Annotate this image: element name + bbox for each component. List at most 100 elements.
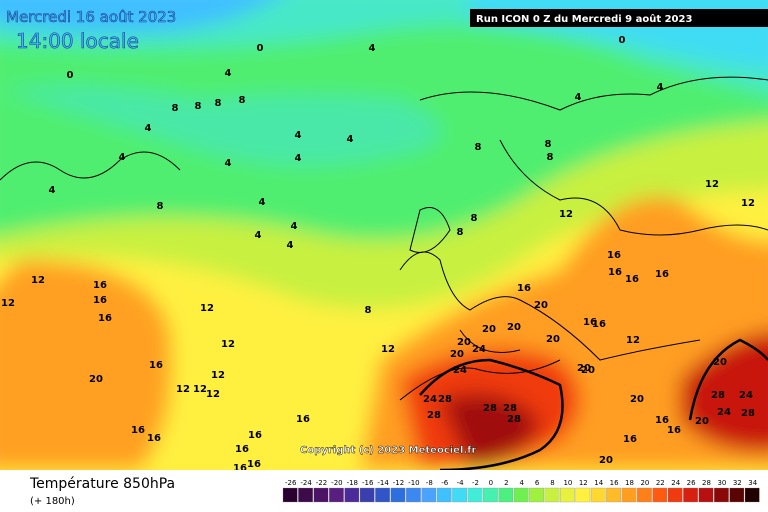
- scale-label: -14: [377, 479, 389, 487]
- map-label: 16: [667, 425, 681, 436]
- map-label: 12: [705, 179, 719, 190]
- map-label: 20: [630, 394, 644, 405]
- color-scale: -26 -24 -22 -20 -18 -16 -14 -12 -10 -8 -6 -4 -2 0 2 4 6 8…: [282, 479, 760, 503]
- temperature-field: [0, 0, 768, 500]
- forecast-date: Mercredi 16 août 2023: [6, 8, 176, 26]
- forecast-time: 14:00 locale: [16, 29, 139, 53]
- scale-label: 22: [656, 479, 665, 487]
- scale-swatch: [329, 487, 344, 503]
- map-label: 16: [583, 317, 597, 328]
- map-label: 16: [131, 425, 145, 436]
- scale-swatch: [652, 487, 668, 503]
- scale-swatch: [282, 487, 298, 503]
- map-label: 24: [472, 344, 486, 355]
- scale-swatch: [359, 487, 375, 503]
- map-label: 8: [239, 95, 246, 106]
- scale-label: 32: [733, 479, 742, 487]
- map-label: 20: [507, 322, 521, 333]
- map-label: 8: [547, 152, 554, 163]
- map-label: 12: [381, 344, 395, 355]
- map-label: 28: [507, 414, 521, 425]
- scale-swatch: [406, 487, 421, 503]
- run-info: Run ICON 0 Z du Mercredi 9 août 2023: [476, 13, 692, 25]
- map-label: 0: [67, 70, 74, 81]
- copyright: Copyright (c) 2023 Meteociel.fr: [300, 445, 477, 456]
- scale-label: -18: [347, 479, 358, 487]
- scale-label: 12: [579, 479, 588, 487]
- scale-label: 34: [748, 479, 757, 487]
- map-label: 20: [450, 349, 464, 360]
- map-label: 4: [291, 221, 298, 232]
- map-label: 16: [296, 414, 310, 425]
- scale-swatch: [698, 487, 714, 503]
- scale-label: 2: [504, 479, 508, 487]
- map-label: 16: [655, 415, 669, 426]
- scale-label: -20: [331, 479, 342, 487]
- map-label: 24: [423, 394, 437, 405]
- map-label: 28: [711, 390, 725, 401]
- scale-swatch: [483, 487, 498, 503]
- scale-label: 8: [550, 479, 554, 487]
- scale-swatch: [744, 487, 760, 503]
- map-label: 24: [739, 390, 753, 401]
- map-label: 28: [438, 394, 452, 405]
- map-label: 4: [259, 197, 266, 208]
- scale-label: -4: [457, 479, 465, 487]
- scale-swatch: [344, 487, 360, 503]
- scale-label: -12: [393, 479, 404, 487]
- scale-label: -8: [426, 479, 433, 487]
- map-label: 16: [149, 360, 163, 371]
- map-label: 8: [475, 142, 482, 153]
- map-label: 20: [546, 334, 560, 345]
- map-label: 16: [93, 295, 107, 306]
- map-label: 16: [248, 430, 262, 441]
- map-label: 12: [200, 303, 214, 314]
- scale-label: -16: [362, 479, 374, 487]
- map-label: 8: [157, 201, 164, 212]
- scale-swatch: [529, 487, 544, 503]
- run-banner: [470, 9, 768, 27]
- scale-label: 4: [519, 479, 524, 487]
- scale-label: 10: [563, 479, 572, 487]
- map-label: 12: [1, 298, 15, 309]
- scale-swatch: [498, 487, 514, 503]
- scale-swatch: [683, 487, 698, 503]
- map-label: 4: [575, 92, 582, 103]
- scale-label: 16: [610, 479, 619, 487]
- map-label: 12: [193, 384, 207, 395]
- map-label: 20: [577, 363, 591, 374]
- scale-label: 0: [489, 479, 493, 487]
- map-label: 20: [457, 337, 471, 348]
- map-label: 16: [235, 444, 249, 455]
- scale-label: -2: [472, 479, 479, 487]
- map-label: 12: [211, 370, 225, 381]
- map-label: 12: [221, 339, 235, 350]
- map-label: 20: [534, 300, 548, 311]
- scale-swatch: [714, 487, 729, 503]
- map-label: 16: [247, 459, 261, 470]
- map-label: 28: [741, 408, 755, 419]
- map-label: 4: [287, 240, 294, 251]
- map-label: 4: [145, 123, 152, 134]
- map-label: 4: [49, 185, 56, 196]
- map-label: 8: [172, 103, 179, 114]
- map-label: 20: [599, 455, 613, 466]
- map-label: 16: [625, 274, 639, 285]
- map-label: 4: [225, 68, 232, 79]
- map-label: 8: [457, 227, 464, 238]
- footer-title: Température 850hPa: [29, 476, 175, 492]
- map-label: 12: [176, 384, 190, 395]
- map-label: 4: [255, 230, 262, 241]
- scale-label: 24: [671, 479, 680, 487]
- scale-swatch: [637, 487, 652, 503]
- map-label: 4: [119, 152, 126, 163]
- scale-label: -6: [441, 479, 449, 487]
- scale-swatch: [375, 487, 390, 503]
- map-label: 16: [592, 319, 606, 330]
- map-label: 28: [503, 403, 517, 414]
- scale-swatch: [452, 487, 467, 503]
- map-label: 24: [717, 407, 731, 418]
- scale-swatch: [436, 487, 452, 503]
- map-label: 16: [608, 267, 622, 278]
